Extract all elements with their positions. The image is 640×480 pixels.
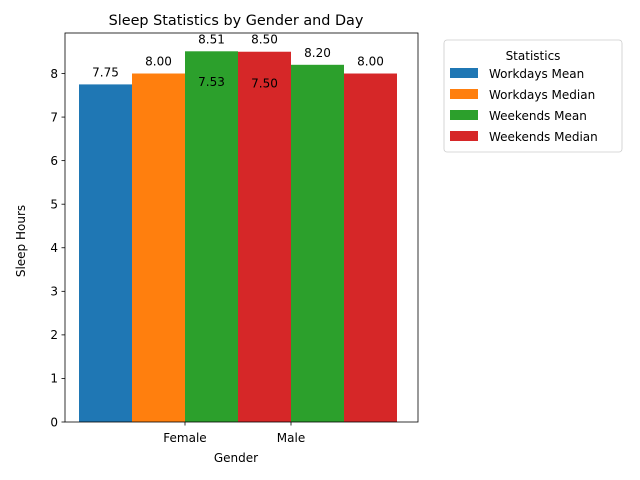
data-label-weekends-median-female: 8.50: [251, 33, 278, 47]
x-ticks-group: Female Male: [163, 422, 305, 445]
bar-weekends-mean-male: [291, 64, 344, 422]
plot-frame: [64, 32, 419, 423]
data-label-workdays-median-female: 8.00: [145, 55, 172, 69]
bar-weekends-mean-female: [185, 51, 238, 423]
data-label-workdays-mean-female: 7.75: [92, 65, 119, 79]
data-label-weekends-mean-male: 8.20: [304, 46, 331, 60]
legend-swatch-workdays-median: [450, 89, 478, 99]
legend-title: Statistics: [506, 49, 561, 63]
y-tick-label: 6: [50, 154, 58, 168]
data-label-workdays-mean-male: 7.53: [198, 75, 225, 89]
y-tick-label: 2: [50, 328, 58, 342]
x-axis-label: Gender: [214, 451, 258, 465]
y-tick-label: 1: [50, 372, 58, 386]
data-labels-group: 7.75 7.53 8.00 7.50 8.51 8.20 8.50 8.00: [92, 32, 384, 90]
legend-frame: [443, 39, 623, 153]
bars-group: [79, 51, 397, 423]
y-ticks-group: 0 1 2 3 4 5 6 7 8: [50, 67, 65, 429]
legend-swatch-weekends-median: [450, 131, 478, 141]
bar-workdays-mean-female: [79, 84, 132, 423]
y-tick-label: 8: [50, 67, 58, 81]
data-label-workdays-median-male: 7.50: [251, 76, 278, 90]
legend-swatch-weekends-mean: [450, 110, 478, 120]
legend-swatch-workdays-mean: [450, 68, 478, 78]
legend-label-weekends-mean: Weekends Mean: [489, 109, 587, 123]
y-tick-label: 7: [50, 110, 58, 124]
x-tick-label-female: Female: [163, 431, 206, 445]
data-label-weekends-mean-female: 8.51: [198, 32, 225, 46]
x-tick-label-male: Male: [277, 431, 305, 445]
y-tick-label: 4: [50, 241, 58, 255]
data-label-weekends-median-male: 8.00: [357, 55, 384, 69]
bar-weekends-median-male: [344, 73, 397, 423]
legend-label-weekends-median: Weekends Median: [489, 130, 598, 144]
legend-label-workdays-median: Workdays Median: [489, 88, 595, 102]
y-tick-label: 0: [50, 415, 58, 429]
legend-items: Workdays Mean Workdays Median Weekends Mea…: [450, 67, 598, 144]
legend-label-workdays-mean: Workdays Mean: [489, 67, 584, 81]
axes-group: [64, 32, 419, 423]
bar-workdays-median-female: [132, 73, 185, 423]
chart-title: Sleep Statistics by Gender and Day: [109, 13, 364, 29]
y-axis-label: Sleep Hours: [14, 205, 28, 277]
bar-weekends-median-female: [238, 51, 291, 423]
y-tick-label: 3: [50, 285, 58, 299]
y-tick-label: 5: [50, 197, 58, 211]
